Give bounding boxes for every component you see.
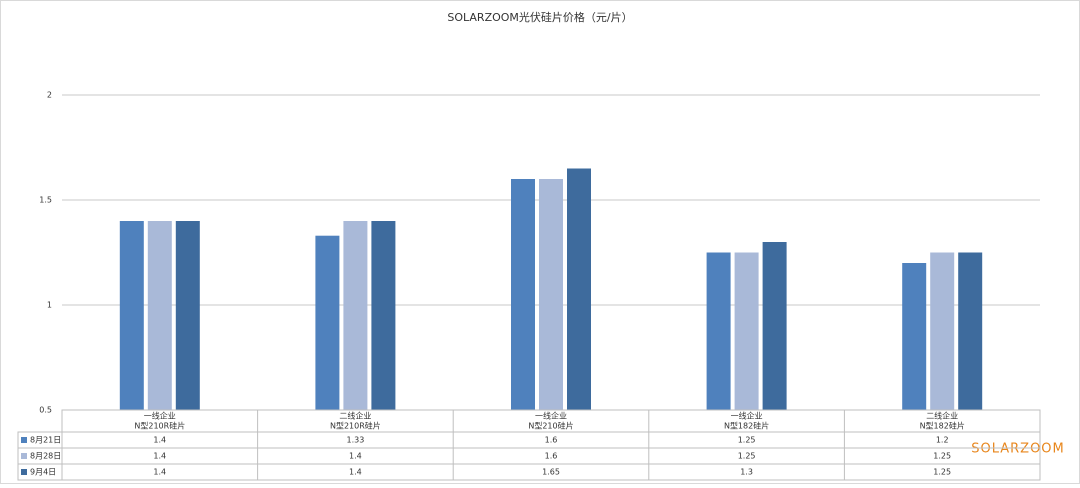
- y-tick-label: 1.5: [39, 196, 52, 205]
- table-value: 1.6: [545, 436, 558, 445]
- bar: [539, 179, 563, 410]
- table-value: 1.4: [153, 436, 166, 445]
- y-tick-label: 1: [47, 301, 52, 310]
- chart-title: SOLARZOOM光伏硅片价格（元/片）: [447, 10, 632, 24]
- bar: [511, 179, 535, 410]
- x-tick-label: 一线企业: [144, 411, 176, 421]
- table-value: 1.25: [933, 452, 951, 461]
- legend-label: 8月28日: [30, 452, 61, 461]
- bar: [706, 252, 731, 410]
- table-value: 1.3: [740, 468, 753, 477]
- table-value: 1.25: [933, 468, 951, 477]
- bar: [147, 221, 172, 410]
- table-value: 1.4: [153, 468, 166, 477]
- legend-swatch: [21, 469, 27, 475]
- x-tick-label: 二线企业: [339, 411, 371, 421]
- bar: [175, 221, 200, 410]
- table-value: 1.25: [738, 436, 756, 445]
- bar: [930, 252, 955, 410]
- bar: [902, 263, 927, 410]
- x-tick-label: N型210R硅片: [330, 421, 381, 431]
- table-value: 1.33: [346, 436, 364, 445]
- y-tick-label: 2: [47, 91, 52, 100]
- bar: [734, 252, 759, 410]
- bar: [958, 252, 983, 410]
- table-value: 1.4: [349, 468, 362, 477]
- table-value: 1.25: [738, 452, 756, 461]
- table-value: 1.2: [936, 436, 949, 445]
- bar: [343, 221, 368, 410]
- table-value: 1.4: [349, 452, 362, 461]
- x-tick-label: 一线企业: [535, 411, 567, 421]
- x-tick-label: N型182硅片: [920, 421, 965, 431]
- watermark: SOLARZOOM: [971, 442, 1065, 457]
- x-tick-label: N型210硅片: [528, 421, 573, 431]
- x-tick-label: 二线企业: [926, 411, 958, 421]
- bar: [371, 221, 396, 410]
- bar: [315, 235, 340, 410]
- bar: [567, 168, 591, 410]
- legend-label: 8月21日: [30, 436, 61, 445]
- table-value: 1.6: [545, 452, 558, 461]
- bar: [762, 242, 787, 410]
- legend-swatch: [21, 437, 27, 443]
- x-tick-label: 一线企业: [731, 411, 763, 421]
- x-tick-label: N型182硅片: [724, 421, 769, 431]
- x-tick-label: N型210R硅片: [134, 421, 185, 431]
- table-value: 1.65: [542, 468, 560, 477]
- legend-swatch: [21, 453, 27, 459]
- legend-label: 9月4日: [30, 468, 56, 477]
- bar: [119, 221, 144, 410]
- table-value: 1.4: [153, 452, 166, 461]
- y-tick-label: 0.5: [39, 406, 52, 415]
